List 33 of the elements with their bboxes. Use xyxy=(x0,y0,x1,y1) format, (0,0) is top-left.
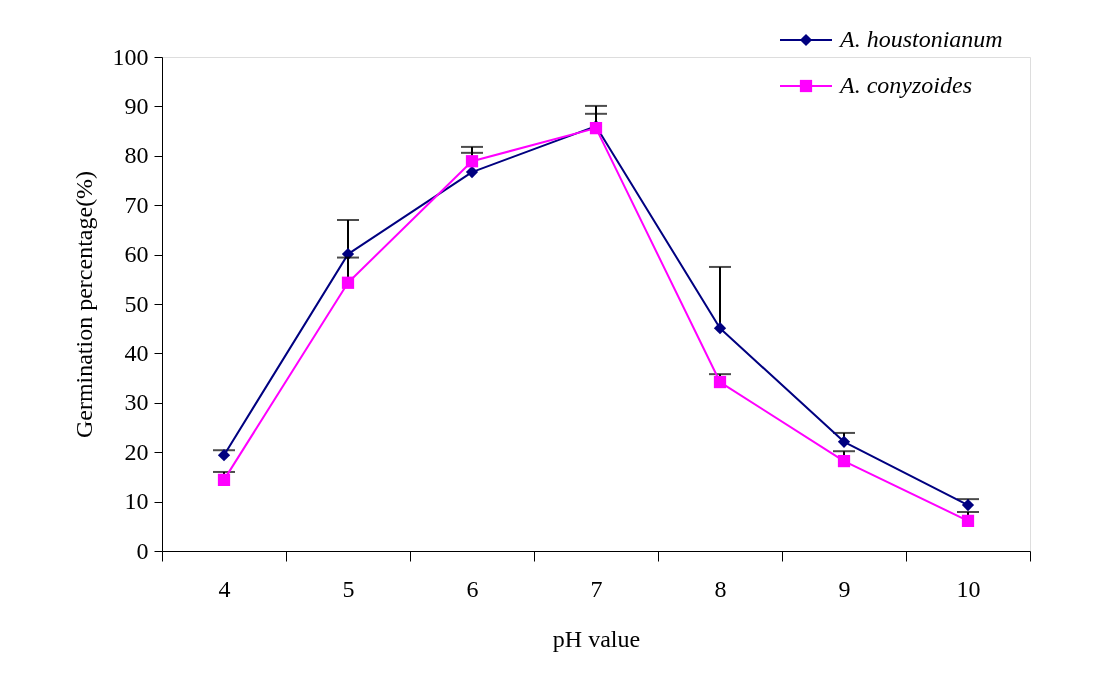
point xyxy=(713,375,727,389)
point xyxy=(465,165,479,179)
x-tick-label: 10 xyxy=(956,575,981,602)
point xyxy=(217,449,231,462)
x-tick-label: 8 xyxy=(714,575,727,602)
x-tick-label: 5 xyxy=(342,575,355,602)
y-tick-label: 20 xyxy=(124,438,149,465)
x-tick-label: 9 xyxy=(838,575,851,602)
y-tick-label: 100 xyxy=(112,43,149,70)
y-tick-label: 0 xyxy=(136,537,149,564)
y-tick-label: 90 xyxy=(124,92,149,119)
y-tick-label: 30 xyxy=(124,389,149,416)
point xyxy=(217,473,231,486)
point xyxy=(837,435,851,448)
x-tick-label: 4 xyxy=(218,575,231,602)
x-tick-label: 6 xyxy=(466,575,479,602)
point xyxy=(465,155,479,168)
point xyxy=(341,276,355,289)
point xyxy=(961,514,975,527)
y-tick-label: 80 xyxy=(124,142,149,169)
legend-label: A. houstonianum xyxy=(838,26,1003,52)
y-tick-label: 10 xyxy=(124,488,149,515)
y-tick-label: 70 xyxy=(124,191,149,218)
x-tick-label: 7 xyxy=(590,575,603,602)
legend-label: A. conyzoides xyxy=(838,72,972,98)
point xyxy=(961,498,975,512)
y-tick-label: 60 xyxy=(124,241,149,268)
y-tick-label: 40 xyxy=(124,339,149,366)
x-axis-title: pH value xyxy=(552,625,641,652)
y-tick-label: 50 xyxy=(124,290,149,317)
y-axis-title: Germination percentage(%) xyxy=(70,170,97,439)
point xyxy=(713,322,727,335)
point xyxy=(837,454,851,468)
